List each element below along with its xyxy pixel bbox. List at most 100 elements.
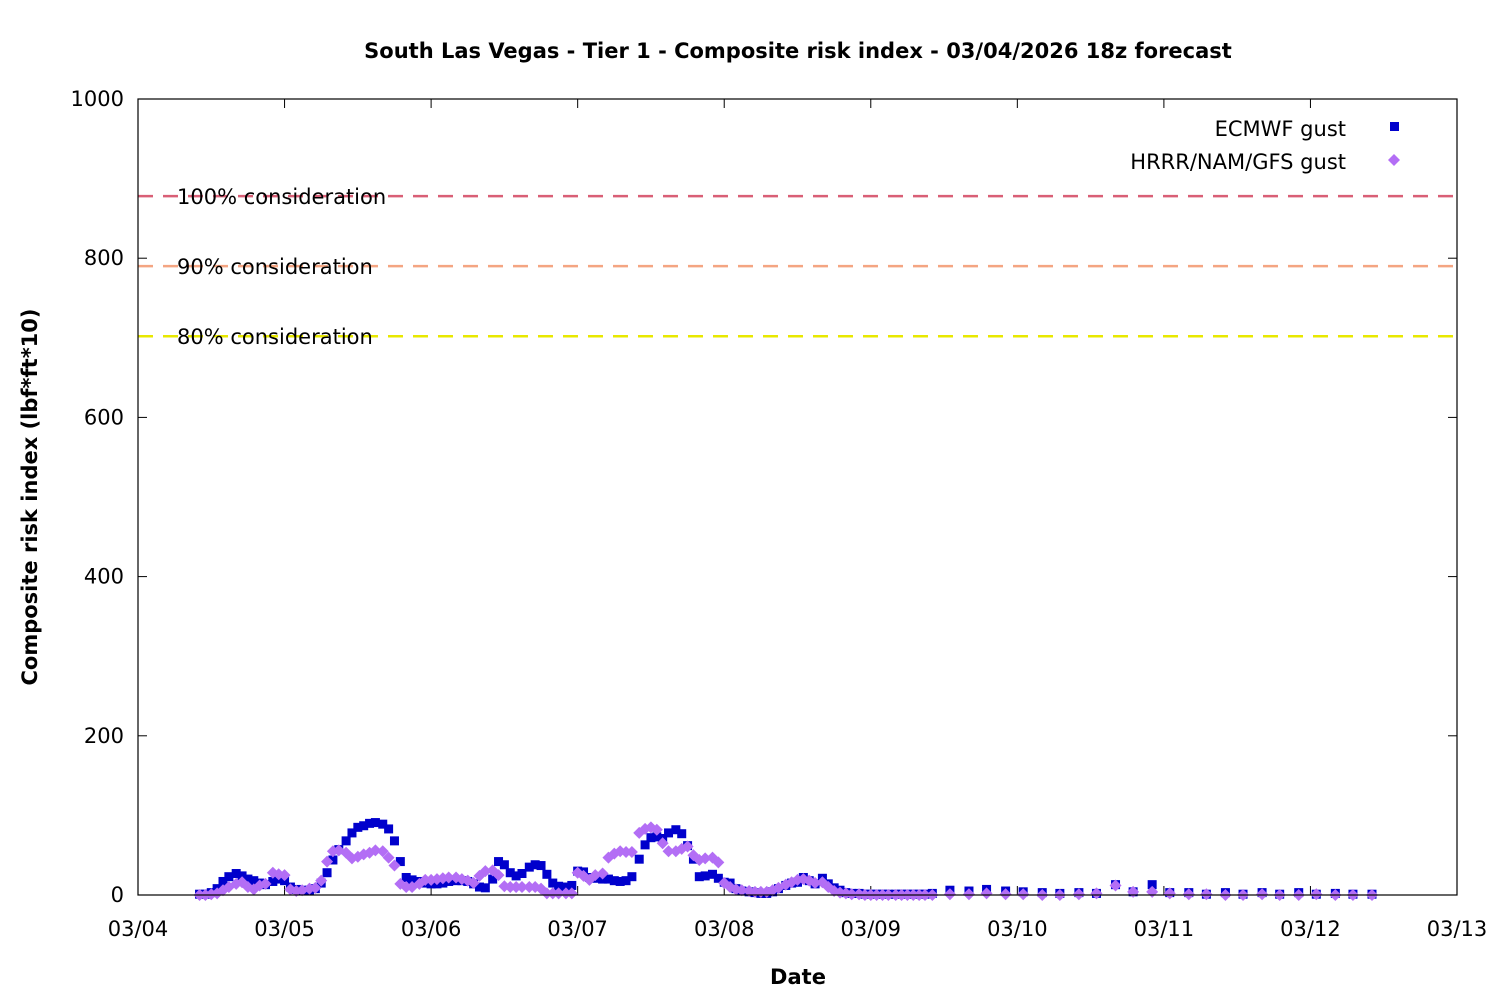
data-point-ecmwf-gust — [480, 883, 490, 893]
x-tick-label: 03/05 — [254, 917, 315, 941]
data-point-hrrr-nam-gfs-gust — [1109, 879, 1122, 892]
data-point-hrrr-nam-gfs-gust — [1017, 888, 1030, 901]
data-point-hrrr-nam-gfs-gust — [999, 888, 1012, 901]
data-point-ecmwf-gust — [237, 871, 247, 881]
data-point-ecmwf-gust — [561, 882, 571, 892]
y-axis-ticks: 0 200 400 600 800 1000 — [71, 87, 1457, 907]
chart-title: South Las Vegas - Tier 1 - Composite ris… — [364, 39, 1232, 63]
data-point-ecmwf-gust — [640, 840, 650, 850]
data-point-hrrr-nam-gfs-gust — [321, 855, 334, 868]
data-point-ecmwf-gust — [1147, 880, 1157, 890]
data-point-ecmwf-gust — [671, 825, 681, 835]
y-tick-label: 600 — [84, 405, 124, 429]
data-point-ecmwf-gust — [474, 882, 484, 892]
data-point-ecmwf-gust — [224, 872, 234, 882]
data-point-hrrr-nam-gfs-gust — [515, 881, 528, 894]
data-point-hrrr-nam-gfs-gust — [943, 888, 956, 901]
data-point-hrrr-nam-gfs-gust — [247, 883, 260, 896]
legend-label-ecmwf-gust: ECMWF gust — [1215, 117, 1346, 141]
data-point-ecmwf-gust — [370, 818, 380, 828]
data-point-ecmwf-gust — [700, 871, 710, 881]
x-tick-label: 03/04 — [108, 917, 169, 941]
data-point-ecmwf-gust — [621, 876, 631, 886]
reference-line-label: 80% consideration — [177, 325, 373, 349]
data-point-ecmwf-gust — [652, 832, 662, 842]
data-point-ecmwf-gust — [389, 836, 399, 846]
data-point-ecmwf-gust — [542, 869, 552, 879]
data-point-hrrr-nam-gfs-gust — [388, 859, 401, 872]
data-point-ecmwf-gust — [646, 833, 656, 843]
legend-marker-ecmwf-gust — [1390, 122, 1399, 131]
series-hrrr-nam-gfs-gust — [193, 821, 1378, 901]
data-point-hrrr-nam-gfs-gust — [552, 887, 565, 900]
data-point-hrrr-nam-gfs-gust — [699, 852, 712, 865]
data-point-ecmwf-gust — [378, 819, 388, 829]
y-tick-label: 400 — [84, 565, 124, 589]
x-tick-label: 03/12 — [1280, 917, 1341, 941]
x-tick-label: 03/09 — [841, 917, 902, 941]
y-tick-label: 800 — [84, 246, 124, 270]
y-tick-label: 1000 — [71, 87, 124, 111]
data-point-hrrr-nam-gfs-gust — [376, 845, 389, 858]
data-point-hrrr-nam-gfs-gust — [565, 887, 578, 900]
data-point-hrrr-nam-gfs-gust — [735, 884, 748, 897]
data-point-hrrr-nam-gfs-gust — [479, 865, 492, 878]
data-point-ecmwf-gust — [359, 821, 369, 831]
data-point-hrrr-nam-gfs-gust — [259, 877, 272, 890]
data-point-ecmwf-gust — [707, 869, 717, 879]
data-point-hrrr-nam-gfs-gust — [962, 888, 975, 901]
data-point-ecmwf-gust — [365, 818, 375, 828]
data-point-ecmwf-gust — [609, 876, 619, 886]
data-point-ecmwf-gust — [511, 871, 521, 881]
legend-label-hrrr-nam-gfs-gust: HRRR/NAM/GFS gust — [1130, 150, 1346, 174]
data-point-ecmwf-gust — [677, 829, 687, 839]
data-point-hrrr-nam-gfs-gust — [1072, 888, 1085, 901]
data-point-hrrr-nam-gfs-gust — [1256, 888, 1269, 901]
x-tick-label: 03/06 — [401, 917, 462, 941]
data-point-ecmwf-gust — [218, 876, 228, 886]
data-point-ecmwf-gust — [341, 836, 351, 846]
data-point-ecmwf-gust — [268, 876, 278, 886]
reference-lines: 100% consideration 90% consideration 80% c… — [138, 185, 1457, 349]
data-point-hrrr-nam-gfs-gust — [662, 845, 675, 858]
data-point-ecmwf-gust — [401, 872, 411, 882]
data-point-hrrr-nam-gfs-gust — [650, 823, 663, 836]
x-tick-label: 03/07 — [547, 917, 608, 941]
data-point-ecmwf-gust — [488, 874, 498, 884]
data-point-ecmwf-gust — [249, 876, 259, 886]
plot-frame — [137, 98, 1458, 896]
y-tick-label: 0 — [111, 883, 124, 907]
y-axis-label: Composite risk index (lbf*ft*10) — [18, 308, 42, 685]
data-point-ecmwf-gust — [567, 880, 577, 890]
data-point-ecmwf-gust — [536, 861, 546, 871]
data-point-hrrr-nam-gfs-gust — [1200, 888, 1213, 901]
data-point-ecmwf-gust — [505, 868, 515, 878]
data-point-ecmwf-gust — [322, 868, 332, 878]
data-point-hrrr-nam-gfs-gust — [278, 869, 291, 882]
x-tick-label: 03/11 — [1134, 917, 1195, 941]
data-point-hrrr-nam-gfs-gust — [712, 856, 725, 869]
data-point-ecmwf-gust — [634, 854, 644, 864]
data-point-hrrr-nam-gfs-gust — [369, 844, 382, 857]
x-tick-label: 03/08 — [694, 917, 755, 941]
data-point-hrrr-nam-gfs-gust — [1310, 888, 1323, 901]
reference-line-label: 100% consideration — [177, 185, 386, 209]
data-point-hrrr-nam-gfs-gust — [980, 887, 993, 900]
data-point-ecmwf-gust — [395, 857, 405, 867]
data-point-ecmwf-gust — [499, 860, 509, 870]
data-point-hrrr-nam-gfs-gust — [382, 851, 395, 864]
data-point-hrrr-nam-gfs-gust — [1182, 888, 1195, 901]
data-point-hrrr-nam-gfs-gust — [596, 867, 609, 880]
data-point-ecmwf-gust — [328, 855, 338, 865]
data-point-ecmwf-gust — [694, 872, 704, 882]
data-point-ecmwf-gust — [524, 862, 534, 872]
data-point-ecmwf-gust — [231, 869, 241, 879]
data-point-hrrr-nam-gfs-gust — [625, 846, 638, 859]
data-point-ecmwf-gust — [353, 822, 363, 832]
x-axis-label: Date — [770, 965, 826, 989]
legend-marker-hrrr-nam-gfs-gust — [1388, 154, 1400, 166]
data-point-hrrr-nam-gfs-gust — [309, 881, 322, 894]
data-point-hrrr-nam-gfs-gust — [809, 877, 822, 890]
data-point-ecmwf-gust — [627, 872, 637, 882]
